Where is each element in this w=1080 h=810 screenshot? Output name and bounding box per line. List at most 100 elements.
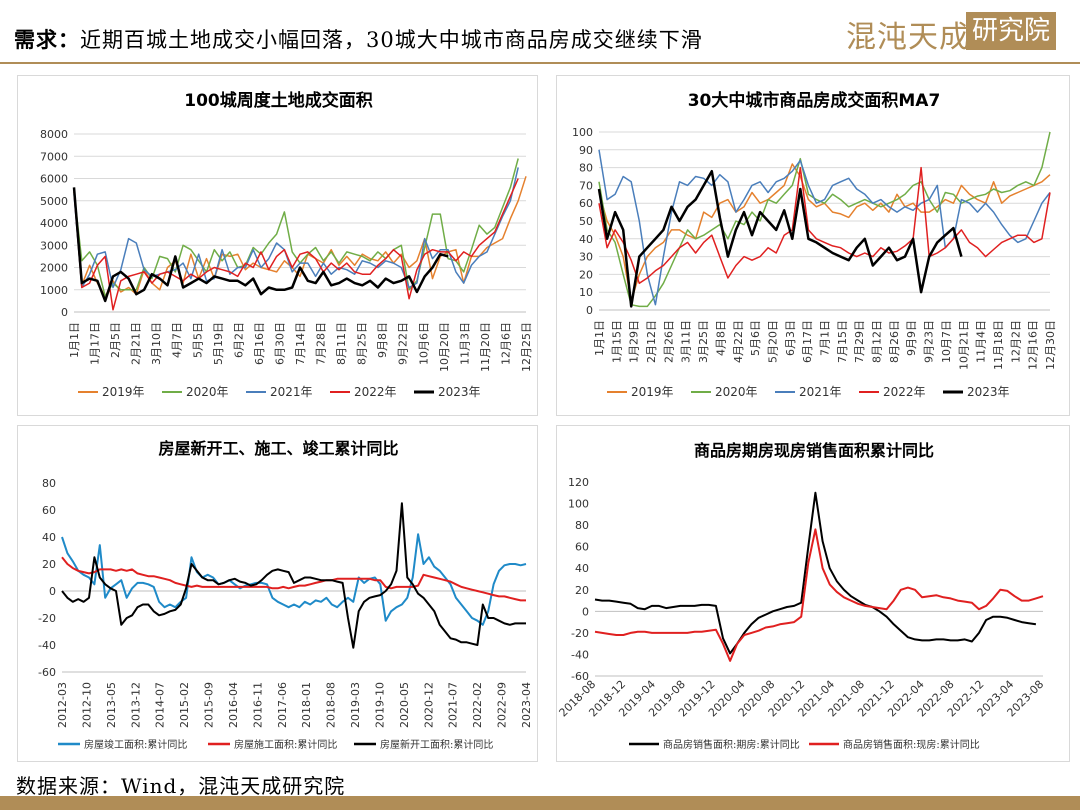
x-tick-label: 2月21日 (130, 322, 143, 365)
chart-title: 30大中城市商品房成交面积MA7 (688, 90, 941, 111)
y-tick-label: -20 (571, 627, 589, 640)
x-tick-label: 11月20日 (479, 322, 492, 372)
page-header: 需求：近期百城土地成交小幅回落，30城大中城市商品房成交继续下滑 混沌天成 研究… (0, 0, 1080, 64)
series-line-4 (597, 169, 963, 308)
logo-text: 混沌天成 (846, 20, 970, 55)
y-tick-label: 100 (568, 498, 589, 511)
chart-title: 100城周度土地成交面积 (184, 90, 373, 111)
x-tick-label: 11月18日 (992, 320, 1005, 370)
x-tick-label: 6月30日 (273, 322, 286, 365)
series-line-1 (598, 131, 1051, 308)
y-tick-label: -40 (38, 639, 56, 652)
legend-label: 2020年 (186, 385, 229, 399)
footer-bar (0, 796, 1080, 810)
y-tick-label: 10 (579, 286, 593, 299)
x-tick-label: 7月28日 (315, 322, 328, 365)
x-tick-label: 7月14日 (294, 322, 307, 365)
header-divider (0, 62, 1080, 64)
y-tick-label: 40 (42, 531, 56, 544)
x-tick-label: 9月23日 (923, 320, 936, 363)
series-line-2 (73, 167, 519, 289)
x-tick-label: 2014-07 (154, 682, 167, 728)
x-tick-label: 1月29日 (628, 320, 641, 363)
x-tick-label: 2017-06 (276, 682, 289, 728)
x-tick-label: 2016-11 (251, 682, 264, 728)
y-tick-label: 120 (568, 476, 589, 489)
x-tick-label: 2019-03 (349, 682, 362, 728)
x-tick-label: 7月29日 (853, 320, 866, 363)
y-tick-label: 5000 (40, 195, 68, 208)
x-tick-label: 4月22日 (732, 320, 745, 363)
series-line-4 (72, 187, 449, 303)
legend-label: 2019年 (631, 385, 674, 399)
y-tick-label: 20 (42, 558, 56, 571)
x-tick-label: 2022-09 (496, 682, 509, 728)
x-tick-label: 8月25日 (356, 322, 369, 365)
x-tick-label: 2020-12 (422, 682, 435, 728)
x-tick-label: 6月3日 (784, 320, 797, 356)
x-tick-label: 2013-12 (129, 682, 142, 728)
header-title-text: 近期百城土地成交小幅回落，30城大中城市商品房成交继续下滑 (80, 28, 703, 52)
x-tick-label: 6月2日 (232, 322, 245, 358)
x-tick-label: 6月16日 (253, 322, 266, 365)
page-title: 需求：近期百城土地成交小幅回落，30城大中城市商品房成交继续下滑 (14, 24, 703, 54)
x-tick-label: 3月25日 (697, 320, 710, 363)
series-line-2 (61, 502, 526, 649)
legend-label: 房屋施工面积:累计同比 (234, 738, 337, 751)
data-source: 数据来源：Wind，混沌天成研究院 (16, 774, 346, 798)
series-line-3 (598, 166, 1051, 285)
x-tick-label: 2月26日 (662, 320, 675, 363)
y-tick-label: 100 (572, 126, 593, 139)
y-tick-label: 0 (586, 304, 593, 317)
x-tick-label: 2013-05 (105, 682, 118, 728)
x-tick-label: 3月11日 (680, 320, 693, 363)
y-tick-label: 40 (579, 233, 593, 246)
x-tick-label: 2018-01 (300, 682, 313, 728)
y-tick-label: 80 (579, 162, 593, 175)
x-tick-label: 12月16日 (1027, 320, 1040, 370)
brand-logo: 混沌天成 研究院 (846, 10, 1058, 55)
x-tick-label: 10月7日 (940, 320, 953, 363)
y-tick-label: -40 (571, 648, 589, 661)
x-tick-label: 8月12日 (871, 320, 884, 363)
x-tick-label: 2012-10 (80, 682, 93, 728)
chart-title: 房屋新开工、施工、竣工累计同比 (158, 439, 398, 458)
x-tick-label: 1月1日 (593, 320, 606, 356)
y-tick-label: 4000 (40, 217, 68, 230)
y-tick-label: 1000 (40, 284, 68, 297)
y-tick-label: 7000 (40, 150, 68, 163)
y-tick-label: 60 (575, 541, 589, 554)
chart-construction-yoy: 房屋新开工、施工、竣工累计同比 -60 -40 -20 0 20 40 60 80 2012-03… (38, 439, 533, 751)
chart-title: 商品房期房现房销售面积累计同比 (694, 441, 934, 460)
header-label: 需求： (14, 27, 80, 52)
x-tick-label: 11月3日 (458, 322, 471, 365)
x-tick-label: 9月9日 (905, 320, 918, 356)
x-tick-label: 2015-09 (203, 682, 216, 728)
x-tick-label: 10月21日 (957, 320, 970, 370)
y-tick-label: 0 (49, 585, 56, 598)
x-tick-label: 8月26日 (888, 320, 901, 363)
legend-label: 房屋竣工面积:累计同比 (84, 738, 187, 751)
y-tick-label: -60 (38, 666, 56, 679)
chart-panel-land-transactions: 100城周度土地成交面积 0 1000 2000 3000 4000 5000 6000 700… (17, 75, 538, 416)
legend-label: 商品房销售面积:现房:累计同比 (843, 738, 980, 751)
y-tick-label: 50 (579, 215, 593, 228)
x-tick-label: 2019-10 (373, 682, 386, 728)
x-tick-label: 4月8日 (714, 320, 727, 356)
x-tick-label: 12月25日 (520, 322, 533, 372)
x-tick-label: 1月1日 (68, 322, 81, 358)
x-tick-label: 2月12日 (645, 320, 658, 363)
x-tick-label: 10月20日 (438, 322, 451, 372)
x-tick-label: 5月20日 (766, 320, 779, 363)
x-tick-label: 4月7日 (171, 322, 184, 358)
chart-panel-presale-sales: 商品房期房现房销售面积累计同比 -60 -40 -20 0 20 40 60 80 100 120 2… (556, 425, 1070, 762)
series-line-1 (594, 528, 1044, 662)
legend-label: 2021年 (270, 385, 313, 399)
x-tick-label: 3月10日 (150, 322, 163, 365)
x-tick-label: 10月6日 (417, 322, 430, 365)
series-line-3 (73, 178, 519, 311)
x-tick-label: 2012-03 (56, 682, 69, 728)
x-tick-label: 2015-02 (178, 682, 191, 728)
y-tick-label: 40 (575, 562, 589, 575)
x-tick-label: 2月5日 (109, 322, 122, 358)
